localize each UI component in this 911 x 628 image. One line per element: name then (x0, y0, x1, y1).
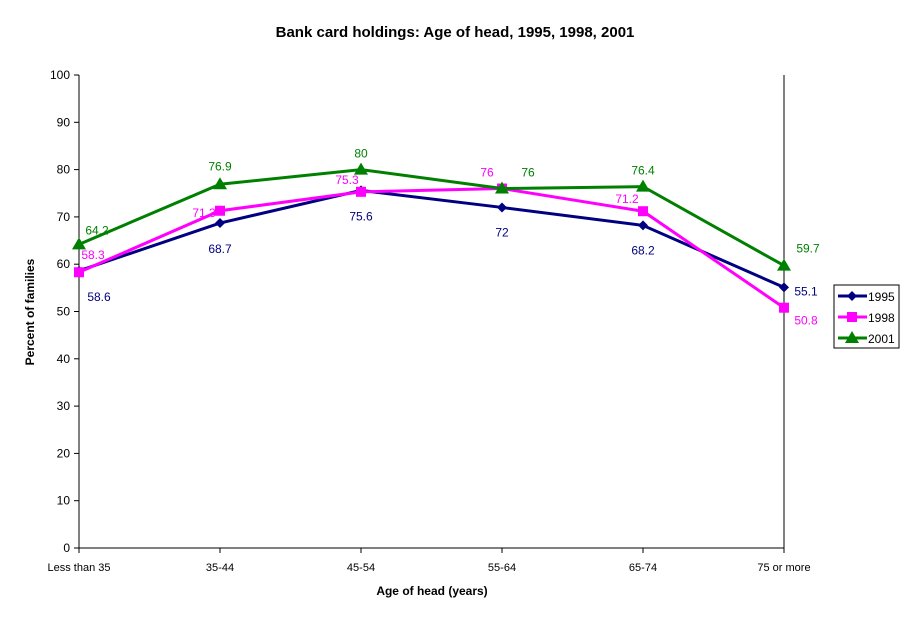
data-point-2001 (72, 237, 86, 250)
data-label-1998: 75.3 (335, 173, 359, 187)
y-tick-label: 10 (57, 494, 71, 508)
data-label-1995: 55.1 (794, 284, 818, 298)
data-point-1995 (497, 202, 507, 213)
y-tick-label: 30 (57, 399, 71, 413)
legend-marker-1995 (847, 291, 857, 301)
data-label-1998: 58.3 (81, 248, 105, 262)
data-label-1998: 76 (480, 166, 494, 180)
x-tick-label: Less than 35 (48, 562, 111, 574)
data-point-1998 (215, 205, 225, 216)
data-point-2001 (354, 162, 368, 175)
x-axis-label: Age of head (years) (376, 584, 487, 598)
legend-marker-2001 (845, 331, 859, 343)
x-tick-label: 75 or more (757, 562, 810, 574)
data-label-2001: 59.7 (796, 242, 820, 256)
y-tick-label: 80 (57, 163, 71, 177)
data-point-1998 (638, 206, 648, 217)
data-label-1998: 71.2 (615, 192, 639, 206)
data-point-1998 (779, 302, 789, 313)
data-label-1998: 50.8 (794, 314, 818, 328)
data-label-1995: 75.6 (349, 209, 373, 223)
y-tick-label: 70 (57, 210, 71, 224)
data-label-1995: 68.7 (208, 242, 232, 256)
series-line-1998 (78, 187, 785, 309)
series-line-1995 (78, 188, 785, 289)
data-point-1998 (74, 267, 84, 278)
legend-label-2001: 2001 (868, 332, 895, 346)
x-tick-label: 55-64 (488, 562, 516, 574)
data-point-2001 (777, 258, 791, 271)
data-point-2001 (213, 177, 227, 190)
data-label-1995: 58.6 (87, 290, 111, 304)
data-point-2001 (636, 179, 650, 192)
y-tick-label: 100 (50, 68, 70, 82)
x-tick-label: 65-74 (629, 562, 657, 574)
y-axis-label: Percent of families (23, 258, 37, 365)
data-point-1995 (779, 282, 789, 293)
data-label-1995: 72 (495, 225, 509, 239)
data-label-2001: 76.4 (631, 164, 655, 178)
data-point-2001 (495, 181, 509, 194)
y-tick-label: 20 (57, 446, 71, 460)
data-label-2001: 76.9 (208, 159, 232, 173)
data-label-1998: 71.3 (192, 206, 216, 220)
series-line-2001 (78, 168, 785, 267)
data-point-1998 (356, 186, 366, 197)
data-label-2001: 80 (354, 147, 368, 161)
data-point-1995 (215, 218, 225, 229)
y-tick-label: 90 (57, 115, 71, 129)
legend-label-1998: 1998 (868, 311, 895, 325)
legend: 1995 1998 2001 (833, 284, 900, 349)
data-label-2001: 64.2 (85, 223, 109, 237)
data-label-1995: 68.2 (631, 243, 655, 257)
data-label-2001: 76 (521, 166, 535, 180)
data-point-1995 (638, 220, 648, 231)
y-tick-label: 60 (57, 257, 71, 271)
y-tick-label: 40 (57, 352, 71, 366)
y-tick-label: 0 (63, 541, 70, 555)
x-tick-label: 45-54 (347, 562, 375, 574)
x-tick-label: 35-44 (206, 562, 234, 574)
legend-marker-1998 (847, 312, 857, 322)
legend-label-1995: 1995 (868, 290, 895, 304)
chart-title: Bank card holdings: Age of head, 1995, 1… (276, 24, 635, 41)
y-tick-label: 50 (57, 305, 71, 319)
